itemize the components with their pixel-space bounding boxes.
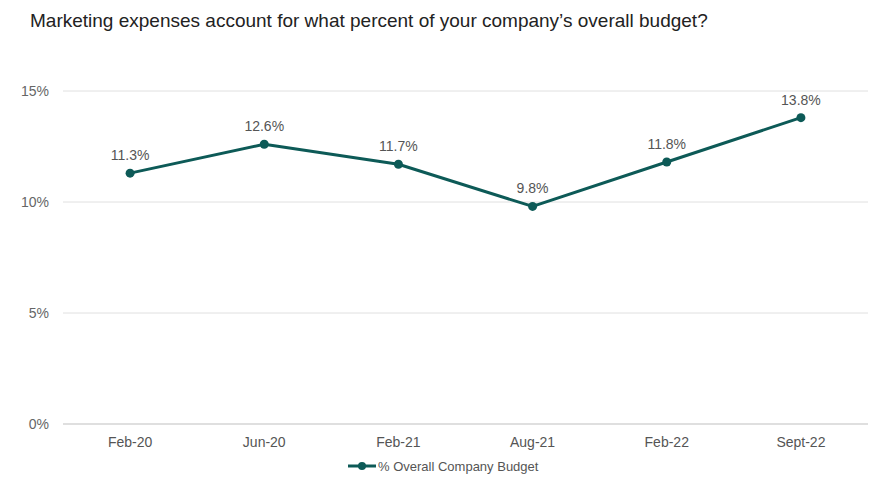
data-label: 11.7% (379, 138, 418, 154)
grid-line (63, 313, 868, 314)
y-tick-label: 5% (29, 305, 49, 321)
data-point (260, 140, 269, 149)
chart-container: Marketing expenses account for what perc… (0, 0, 880, 483)
data-point (796, 113, 805, 122)
y-tick-label: 15% (21, 83, 49, 99)
data-label: 13.8% (781, 92, 821, 108)
legend-marker (358, 462, 366, 470)
data-point (528, 202, 537, 211)
chart-svg: Marketing expenses account for what perc… (0, 0, 880, 483)
legend: % Overall Company Budget (348, 459, 539, 474)
data-label: 11.3% (111, 147, 150, 163)
data-label: 11.8% (647, 136, 686, 152)
title: Marketing expenses account for what perc… (30, 10, 708, 31)
x-tick-label: Feb-21 (376, 434, 421, 450)
data-point (126, 169, 135, 178)
x-tick-label: Feb-20 (108, 434, 153, 450)
data-point (662, 158, 671, 167)
x-tick-label: Sept-22 (776, 434, 825, 450)
data-label: 9.8% (517, 180, 549, 196)
y-tick-label: 10% (21, 194, 49, 210)
label-group: 11.3% 12.6% 11.7% 9.8% 11.8% 13.8% (111, 92, 821, 197)
grid-line (63, 91, 868, 92)
data-group (126, 113, 806, 211)
data-label: 12.6% (244, 118, 284, 134)
x-tick-label: Feb-22 (645, 434, 690, 450)
grid-line (63, 424, 868, 425)
x-tick-label: Aug-21 (510, 434, 555, 450)
grid-line (63, 202, 868, 203)
y-tick-label: 0% (29, 416, 49, 432)
legend-label: % Overall Company Budget (378, 459, 539, 474)
data-point (394, 160, 403, 169)
series-line (130, 118, 801, 207)
x-tick-label: Jun-20 (243, 434, 286, 450)
